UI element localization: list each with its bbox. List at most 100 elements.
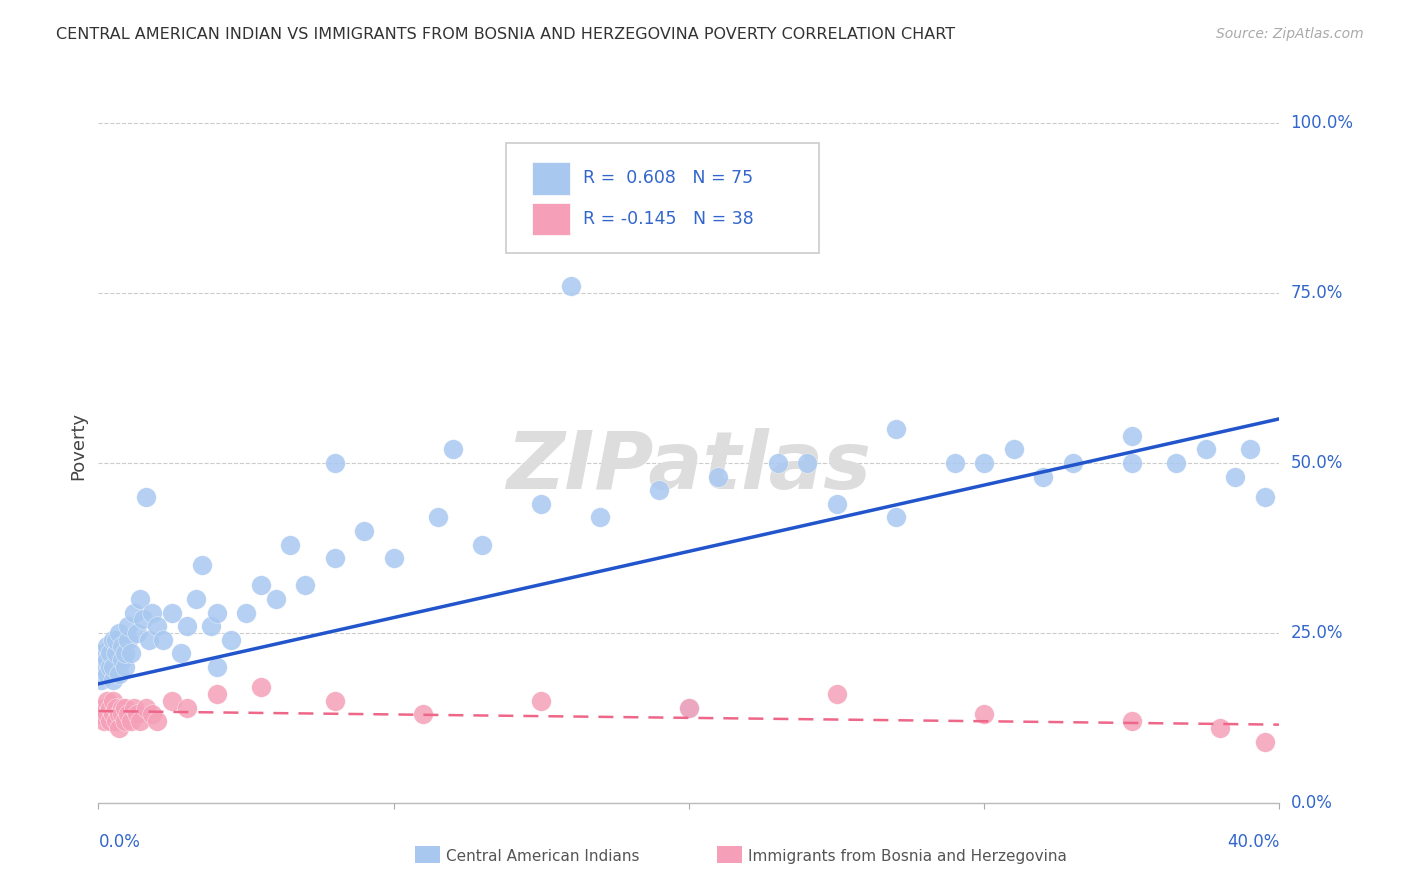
Point [825, 687, 848, 701]
Point [111, 700, 134, 714]
Point [105, 700, 128, 714]
Point [205, 687, 228, 701]
Text: 0.0%: 0.0% [98, 833, 141, 851]
Point [103, 632, 125, 647]
Point [1121, 714, 1143, 729]
Point [90, 673, 112, 688]
Point [105, 646, 128, 660]
Point [796, 456, 818, 470]
Point [120, 714, 142, 729]
Point [1062, 456, 1084, 470]
Point [108, 707, 131, 722]
Point [96, 640, 118, 654]
Text: 0.0%: 0.0% [1291, 794, 1333, 812]
Point [114, 700, 136, 714]
Point [1002, 442, 1025, 457]
Text: 50.0%: 50.0% [1291, 454, 1343, 472]
Point [412, 707, 434, 722]
Point [1121, 456, 1143, 470]
Point [90, 707, 112, 722]
Point [96, 666, 118, 681]
Point [530, 497, 553, 511]
Point [560, 279, 582, 293]
Point [471, 537, 494, 551]
Text: Immigrants from Bosnia and Herzegovina: Immigrants from Bosnia and Herzegovina [748, 849, 1067, 863]
Point [973, 456, 995, 470]
Point [138, 632, 160, 647]
Point [125, 626, 148, 640]
Point [294, 578, 316, 592]
Point [264, 591, 287, 606]
Point [103, 694, 125, 708]
Point [141, 707, 163, 722]
Point [103, 660, 125, 674]
Point [117, 707, 139, 722]
Point [1239, 442, 1261, 457]
Point [382, 551, 405, 566]
Point [205, 660, 228, 674]
Point [205, 606, 228, 620]
Point [105, 714, 128, 729]
Text: Central American Indians: Central American Indians [446, 849, 640, 863]
Text: 25.0%: 25.0% [1291, 624, 1343, 642]
Point [200, 619, 222, 633]
Point [1223, 469, 1246, 483]
Point [111, 707, 134, 722]
Point [530, 694, 553, 708]
Point [128, 591, 150, 606]
Text: R =  0.608   N = 75: R = 0.608 N = 75 [582, 169, 752, 187]
Text: R = -0.145   N = 38: R = -0.145 N = 38 [582, 211, 754, 228]
Point [96, 694, 118, 708]
Point [1195, 442, 1218, 457]
FancyBboxPatch shape [506, 143, 818, 253]
Point [108, 721, 131, 735]
Point [114, 646, 136, 660]
Point [122, 606, 145, 620]
Text: CENTRAL AMERICAN INDIAN VS IMMIGRANTS FROM BOSNIA AND HERZEGOVINA POVERTY CORREL: CENTRAL AMERICAN INDIAN VS IMMIGRANTS FR… [56, 27, 955, 42]
Point [884, 510, 907, 524]
Point [184, 591, 207, 606]
Point [176, 619, 198, 633]
Text: Source: ZipAtlas.com: Source: ZipAtlas.com [1216, 27, 1364, 41]
Point [323, 551, 346, 566]
Point [1164, 456, 1187, 470]
Point [973, 707, 995, 722]
Point [111, 653, 134, 667]
Text: 75.0%: 75.0% [1291, 284, 1343, 302]
Point [120, 646, 142, 660]
Point [128, 714, 150, 729]
Point [96, 707, 118, 722]
Point [111, 640, 134, 654]
Point [884, 422, 907, 436]
Text: 100.0%: 100.0% [1291, 114, 1354, 132]
Text: 40.0%: 40.0% [1227, 833, 1279, 851]
Point [117, 619, 139, 633]
Point [105, 632, 128, 647]
Point [250, 680, 273, 694]
Point [250, 578, 273, 592]
Point [943, 456, 966, 470]
Point [125, 707, 148, 722]
Point [162, 694, 183, 708]
Point [93, 646, 115, 660]
Point [825, 497, 848, 511]
Point [323, 694, 346, 708]
Point [98, 714, 121, 729]
Point [1121, 429, 1143, 443]
Point [353, 524, 375, 538]
Point [114, 660, 136, 674]
Point [427, 510, 450, 524]
Point [235, 606, 257, 620]
Point [146, 714, 169, 729]
Point [103, 673, 125, 688]
Point [219, 632, 242, 647]
Point [96, 653, 118, 667]
Point [146, 619, 169, 633]
Point [108, 666, 131, 681]
Bar [531, 162, 569, 194]
Point [323, 456, 346, 470]
Point [441, 442, 464, 457]
Y-axis label: Poverty: Poverty [69, 412, 87, 480]
Point [1254, 734, 1277, 748]
Point [98, 700, 121, 714]
